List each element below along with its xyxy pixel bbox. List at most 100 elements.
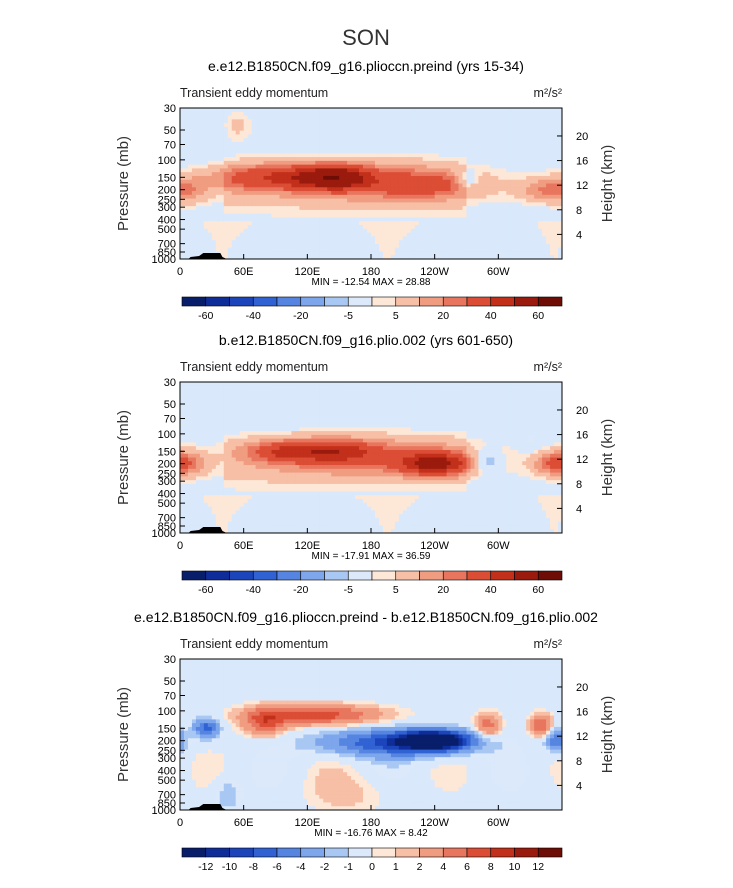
heatmap-cell bbox=[279, 408, 284, 413]
heatmap-cell bbox=[506, 183, 511, 188]
heatmap-cell bbox=[502, 183, 507, 188]
heatmap-cell bbox=[231, 521, 237, 526]
heatmap-cell bbox=[283, 472, 288, 477]
heatmap-cell bbox=[187, 521, 193, 526]
heatmap-cell bbox=[227, 427, 233, 432]
heatmap-cell bbox=[506, 149, 511, 154]
heatmap-cell bbox=[183, 183, 189, 188]
heatmap-cell bbox=[546, 126, 551, 132]
heatmap-cell bbox=[514, 123, 519, 128]
heatmap-cell bbox=[482, 243, 487, 249]
heatmap-cell bbox=[327, 232, 332, 237]
heatmap-cell bbox=[291, 206, 296, 211]
heatmap-cell bbox=[474, 247, 479, 252]
heatmap-cell bbox=[239, 431, 245, 436]
heatmap-cell bbox=[482, 172, 487, 177]
heatmap-cell bbox=[267, 157, 272, 162]
heatmap-cell bbox=[546, 130, 551, 135]
heatmap-cell bbox=[283, 382, 288, 387]
heatmap-cell bbox=[390, 228, 396, 233]
heatmap-cell bbox=[219, 198, 225, 203]
heatmap-cell bbox=[191, 126, 197, 132]
heatmap-cell bbox=[223, 202, 229, 207]
heatmap-cell bbox=[478, 198, 483, 203]
heatmap-cell bbox=[390, 119, 396, 124]
heatmap-cell bbox=[183, 385, 189, 390]
heatmap-cell bbox=[279, 517, 284, 523]
heatmap-cell bbox=[343, 168, 348, 173]
heatmap-cell bbox=[478, 191, 483, 196]
heatmap-cell bbox=[406, 141, 412, 147]
heatmap-cell bbox=[343, 111, 348, 116]
heatmap-cell bbox=[490, 194, 495, 199]
heatmap-cell bbox=[382, 153, 388, 158]
heatmap-cell bbox=[247, 400, 253, 406]
heatmap-cell bbox=[235, 164, 241, 169]
heatmap-cell bbox=[251, 206, 257, 211]
heatmap-cell bbox=[211, 217, 217, 222]
heatmap-cell bbox=[283, 198, 288, 203]
heatmap-cell bbox=[430, 123, 436, 128]
heatmap-cell bbox=[538, 157, 543, 162]
heatmap-cell bbox=[180, 236, 185, 241]
heatmap-cell bbox=[442, 119, 448, 124]
heatmap-cell bbox=[474, 168, 479, 173]
heatmap-cell bbox=[191, 510, 197, 515]
heatmap-cell bbox=[243, 179, 249, 184]
heatmap-cell bbox=[259, 209, 264, 215]
heatmap-cell bbox=[323, 240, 328, 245]
heatmap-cell bbox=[534, 240, 539, 245]
heatmap-cell bbox=[247, 393, 253, 398]
heatmap-cell bbox=[303, 240, 308, 245]
heatmap-cell bbox=[303, 202, 308, 207]
heatmap-cell bbox=[474, 232, 479, 237]
heatmap-cell bbox=[219, 217, 225, 222]
heatmap-cell bbox=[195, 206, 201, 211]
heatmap-cell bbox=[430, 194, 436, 199]
heatmap-cell bbox=[542, 221, 547, 226]
heatmap-cell bbox=[534, 236, 539, 241]
heatmap-cell bbox=[518, 225, 523, 230]
heatmap-cell bbox=[542, 251, 547, 256]
heatmap-cell bbox=[180, 472, 185, 477]
heatmap-cell bbox=[343, 138, 348, 143]
heatmap-cell bbox=[327, 175, 332, 181]
heatmap-cell bbox=[343, 134, 348, 139]
heatmap-cell bbox=[219, 243, 225, 249]
heatmap-cell bbox=[311, 255, 316, 260]
heatmap-cell bbox=[227, 206, 233, 211]
heatmap-cell bbox=[227, 499, 233, 504]
heatmap-cell bbox=[359, 149, 364, 154]
heatmap-cell bbox=[359, 160, 364, 166]
heatmap-cell bbox=[378, 251, 384, 256]
heatmap-cell bbox=[474, 228, 479, 233]
heatmap-cell bbox=[183, 149, 189, 154]
heatmap-cell bbox=[295, 115, 300, 120]
heatmap-cell bbox=[239, 465, 245, 470]
heatmap-cell bbox=[219, 461, 225, 466]
heatmap-cell bbox=[371, 172, 376, 177]
heatmap-cell bbox=[303, 179, 308, 184]
heatmap-cell bbox=[259, 194, 264, 199]
heatmap-cell bbox=[426, 145, 432, 150]
heatmap-cell bbox=[311, 168, 316, 173]
heatmap-cell bbox=[183, 243, 189, 249]
heatmap-cell bbox=[219, 164, 225, 169]
heatmap-cell bbox=[351, 209, 356, 215]
heatmap-cell bbox=[263, 472, 268, 477]
heatmap-cell bbox=[251, 187, 257, 192]
heatmap-cell bbox=[251, 134, 257, 139]
heatmap-cell bbox=[434, 130, 440, 135]
heatmap-cell bbox=[466, 194, 471, 199]
heatmap-cell bbox=[454, 172, 459, 177]
heatmap-cell bbox=[243, 506, 249, 511]
heatmap-cell bbox=[558, 157, 563, 162]
heatmap-cell bbox=[315, 221, 320, 226]
heatmap-cell bbox=[279, 221, 284, 226]
heatmap-cell bbox=[510, 236, 515, 241]
heatmap-cell bbox=[271, 225, 276, 230]
heatmap-cell bbox=[267, 198, 272, 203]
heatmap-cell bbox=[494, 191, 499, 196]
heatmap-cell bbox=[247, 213, 253, 218]
heatmap-cell bbox=[279, 529, 284, 534]
